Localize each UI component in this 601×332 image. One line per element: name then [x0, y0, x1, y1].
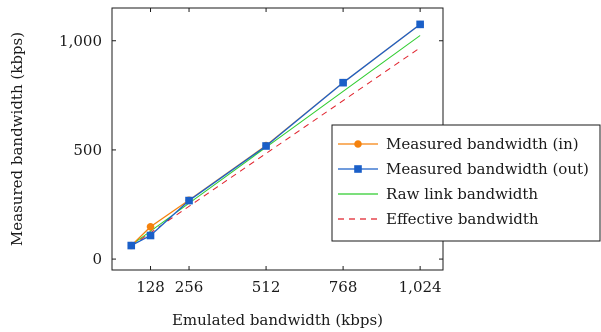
series-layer: [127, 20, 424, 250]
x-tick-label: 512: [252, 278, 281, 296]
legend-entry-label: Raw link bandwidth: [386, 185, 538, 203]
y-tick-label: 1,000: [59, 32, 102, 50]
legend-entry-label: Effective bandwidth: [386, 210, 539, 228]
data-point: [416, 20, 424, 29]
data-point: [146, 222, 155, 231]
data-point: [185, 196, 193, 205]
x-tick-label: 128: [136, 278, 165, 296]
x-axis-label: Emulated bandwidth (kbps): [172, 311, 383, 329]
x-tick-label: 1,024: [399, 278, 442, 296]
data-point: [146, 231, 155, 240]
x-tick-label: 256: [175, 278, 204, 296]
data-point: [127, 241, 136, 250]
data-point: [262, 142, 270, 150]
legend-swatch-marker: [354, 140, 362, 148]
legend: Measured bandwidth (in) Measured bandwidt…: [331, 124, 601, 242]
ticks-layer: 128 256 512 768 1,024 0 500 1,000: [59, 8, 443, 296]
legend-entry-label: Measured bandwidth (out): [386, 160, 589, 178]
x-tick-label: 768: [329, 278, 358, 296]
y-tick-label: 500: [73, 141, 102, 159]
legend-swatch-marker: [354, 165, 362, 173]
series-line: [130, 47, 421, 247]
legend-entry-label: Measured bandwidth (in): [386, 135, 579, 153]
data-point: [339, 78, 347, 87]
y-axis-label: Measured bandwidth (kbps): [8, 32, 26, 246]
y-tick-label: 0: [92, 250, 102, 268]
